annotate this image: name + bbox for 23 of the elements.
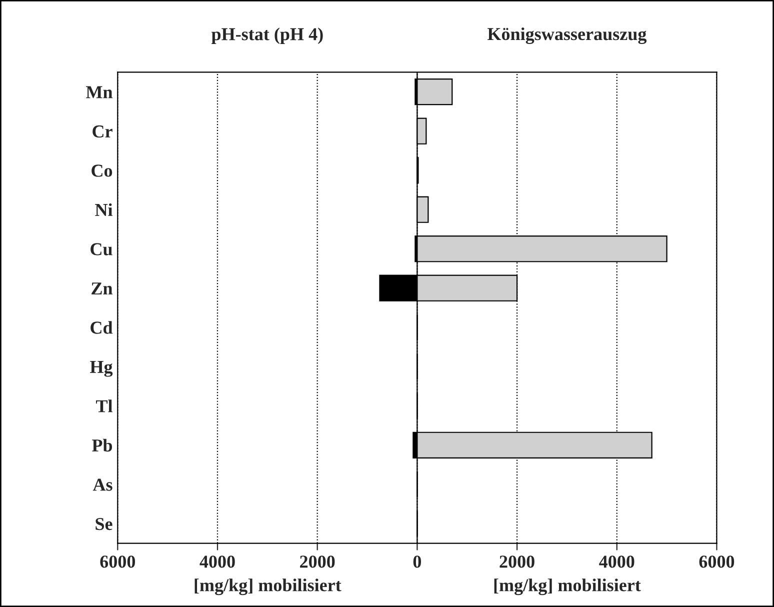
y-tick-label: Mn: [86, 86, 113, 98]
y-tick-label: Se: [96, 518, 112, 530]
y-tick-label: Ni: [95, 203, 113, 216]
y-tick-label: Cd: [90, 321, 113, 334]
y-tick-label: Cr: [92, 125, 112, 138]
x-tick-label: 4000: [599, 556, 634, 568]
y-tick-label: Zn: [92, 282, 113, 294]
y-tick-label: Co: [92, 164, 112, 177]
y-tick-label: Pb: [92, 438, 112, 452]
y-tick-label: Hg: [90, 361, 113, 377]
text: Königswasserauszug: [488, 27, 647, 44]
x-tick-label: 2000: [500, 556, 534, 568]
x-tick-label: 0: [413, 556, 422, 568]
x-tick-label: 6000: [699, 556, 734, 568]
text: [mg/kg] mobilisiert: [494, 578, 641, 596]
y-tick-label: As: [92, 478, 112, 491]
chart-title: pH-stat (pH 4): [211, 28, 323, 44]
x-tick-label: 4000: [200, 556, 235, 568]
x-tick-label: 6000: [100, 556, 136, 568]
x-tick-label: 2000: [300, 556, 335, 568]
y-tick-label: Cu: [90, 243, 112, 256]
x-axis-title: [mg/kg] mobilisiert: [194, 578, 342, 596]
y-tick-label: Tl: [96, 400, 112, 412]
